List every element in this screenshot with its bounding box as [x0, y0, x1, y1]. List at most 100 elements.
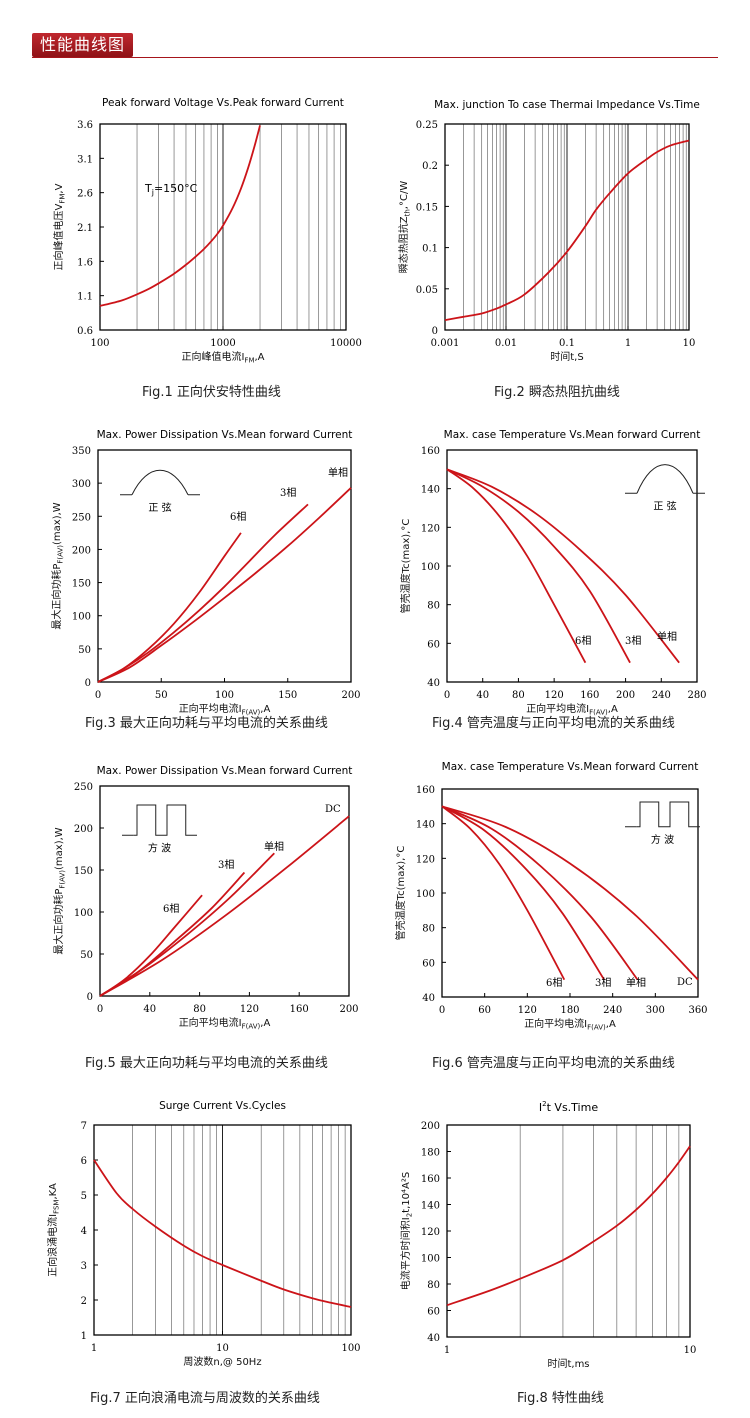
- series-line-4: [441, 805, 699, 981]
- y-tick-label: 350: [72, 446, 91, 457]
- y-tick-label: 3.6: [77, 120, 93, 131]
- series-label: 单相: [264, 840, 284, 853]
- y-tick-label: 0.1: [422, 244, 438, 255]
- section-divider: [32, 57, 718, 58]
- x-tick-label: 80: [193, 1004, 206, 1015]
- inset-wave: [636, 801, 700, 828]
- x-tick-label: 80: [512, 690, 525, 701]
- chart-title: I2t Vs.Time: [539, 1100, 598, 1114]
- y-tick-label: 200: [421, 1121, 440, 1132]
- y-tick-label: 5: [81, 1191, 87, 1202]
- y-tick-label: 160: [421, 1174, 440, 1185]
- y-tick-label: 120: [421, 523, 440, 534]
- series-line-1: [444, 139, 690, 321]
- x-tick-label: 100: [215, 690, 234, 701]
- x-tick-label: 100: [90, 338, 109, 349]
- y-tick-label: 0.05: [416, 285, 438, 296]
- y-tick-label: 50: [80, 950, 93, 961]
- y-tick-label: 0.6: [77, 326, 93, 337]
- x-tick-label: 360: [688, 1005, 707, 1016]
- plot-frame: [99, 785, 350, 997]
- y-tick-label: 7: [81, 1121, 87, 1132]
- x-axis-label: 正向平均电流IF(AV),A: [179, 702, 271, 717]
- x-tick-label: 160: [290, 1004, 309, 1015]
- y-tick-label: 160: [416, 785, 435, 796]
- y-tick-label: 3: [81, 1261, 87, 1272]
- sine-wave-icon: 正 弦: [120, 469, 200, 514]
- x-axis-label: 正向峰值电流IFM,A: [181, 350, 264, 365]
- series-line-2: [99, 871, 246, 997]
- chart-fig1-peak-forward-voltage: Peak forward Voltage Vs.Peak forward Cur…: [52, 97, 362, 365]
- series-label: 6相: [163, 902, 179, 915]
- y-tick-label: 1.1: [77, 292, 93, 303]
- y-tick-label: 0: [85, 678, 91, 689]
- x-tick-label: 280: [687, 690, 706, 701]
- x-tick-label: 200: [339, 1004, 358, 1015]
- x-tick-label: 0: [95, 690, 101, 701]
- x-tick-label: 240: [603, 1005, 622, 1016]
- y-tick-label: 1: [81, 1331, 87, 1342]
- y-tick-label: 6: [81, 1156, 87, 1167]
- caption-fig5: Fig.5 最大正向功耗与平均电流的关系曲线: [85, 1056, 328, 1071]
- y-tick-label: 100: [74, 908, 93, 919]
- y-tick-label: 140: [421, 485, 440, 496]
- x-axis-label: 正向平均电流IF(AV),A: [179, 1016, 271, 1031]
- chart-title: Max. junction To case Thermai Impedance …: [434, 99, 700, 111]
- chart-title: Max. case Temperature Vs.Mean forward Cu…: [442, 761, 699, 773]
- series-label: 3相: [280, 486, 296, 499]
- y-tick-label: 140: [421, 1201, 440, 1212]
- y-tick-label: 160: [421, 446, 440, 457]
- y-tick-label: 0.15: [416, 202, 438, 213]
- chart-title: Max. Power Dissipation Vs.Mean forward C…: [97, 429, 353, 441]
- y-tick-label: 100: [421, 562, 440, 573]
- y-tick-label: 200: [72, 545, 91, 556]
- caption-fig1: Fig.1 正向伏安特性曲线: [142, 385, 281, 400]
- y-axis-label: 正向浪涌电流IFSM,KA: [46, 1183, 61, 1277]
- chart-title: Max. case Temperature Vs.Mean forward Cu…: [444, 429, 701, 441]
- x-tick-label: 120: [545, 690, 564, 701]
- y-tick-label: 0.2: [422, 161, 438, 172]
- x-tick-label: 0: [97, 1004, 103, 1015]
- y-tick-label: 80: [422, 924, 435, 935]
- x-tick-label: 0.01: [495, 338, 517, 349]
- chart-fig4-case-temperature-sine: Max. case Temperature Vs.Mean forward Cu…: [399, 429, 707, 717]
- y-tick-label: 100: [416, 889, 435, 900]
- y-tick-label: 60: [427, 1307, 440, 1318]
- x-tick-label: 1000: [210, 338, 235, 349]
- y-tick-label: 1.6: [77, 257, 93, 268]
- x-tick-label: 10: [216, 1343, 229, 1354]
- series-label: 3相: [625, 634, 641, 647]
- series-line-3: [441, 805, 639, 981]
- chart-title: Peak forward Voltage Vs.Peak forward Cur…: [102, 97, 344, 109]
- series-label: 单相: [657, 630, 677, 643]
- x-tick-label: 10000: [330, 338, 362, 349]
- y-tick-label: 100: [72, 612, 91, 623]
- y-tick-label: 40: [427, 1333, 440, 1344]
- x-tick-label: 1: [91, 1343, 97, 1354]
- y-tick-label: 0: [432, 326, 438, 337]
- series-line-3: [99, 852, 275, 997]
- inset-wave: [131, 469, 189, 495]
- series-label: DC: [677, 977, 693, 988]
- caption-fig4: Fig.4 管壳温度与正向平均电流的关系曲线: [432, 716, 675, 731]
- series-line-2: [97, 503, 309, 683]
- y-tick-label: 150: [74, 866, 93, 877]
- y-tick-label: 0: [87, 992, 93, 1003]
- x-tick-label: 1: [625, 338, 631, 349]
- series-line-1: [99, 894, 203, 997]
- series-line-1: [446, 468, 587, 664]
- inset-label: 正 弦: [653, 499, 676, 512]
- y-tick-label: 40: [427, 678, 440, 689]
- series-line-1: [99, 125, 261, 307]
- chart-fig8-i2t: I2t Vs.Time 40 60 80 100 120 140 160 180 200 1 10 时间…: [399, 1100, 696, 1370]
- x-axis-label: 时间t,S: [550, 350, 583, 363]
- x-tick-label: 150: [278, 690, 297, 701]
- inset-label: 正 弦: [148, 501, 171, 514]
- inset-label: 方 波: [651, 833, 674, 846]
- chart-fig2-thermal-impedance: Max. junction To case Thermai Impedance …: [397, 99, 700, 363]
- series-line-2: [446, 468, 631, 664]
- y-axis-label: 最大正向功耗PF(AV)(max),W: [52, 827, 67, 954]
- x-tick-label: 40: [476, 690, 489, 701]
- square-wave-icon: 方 波: [625, 801, 700, 846]
- y-tick-label: 120: [421, 1227, 440, 1238]
